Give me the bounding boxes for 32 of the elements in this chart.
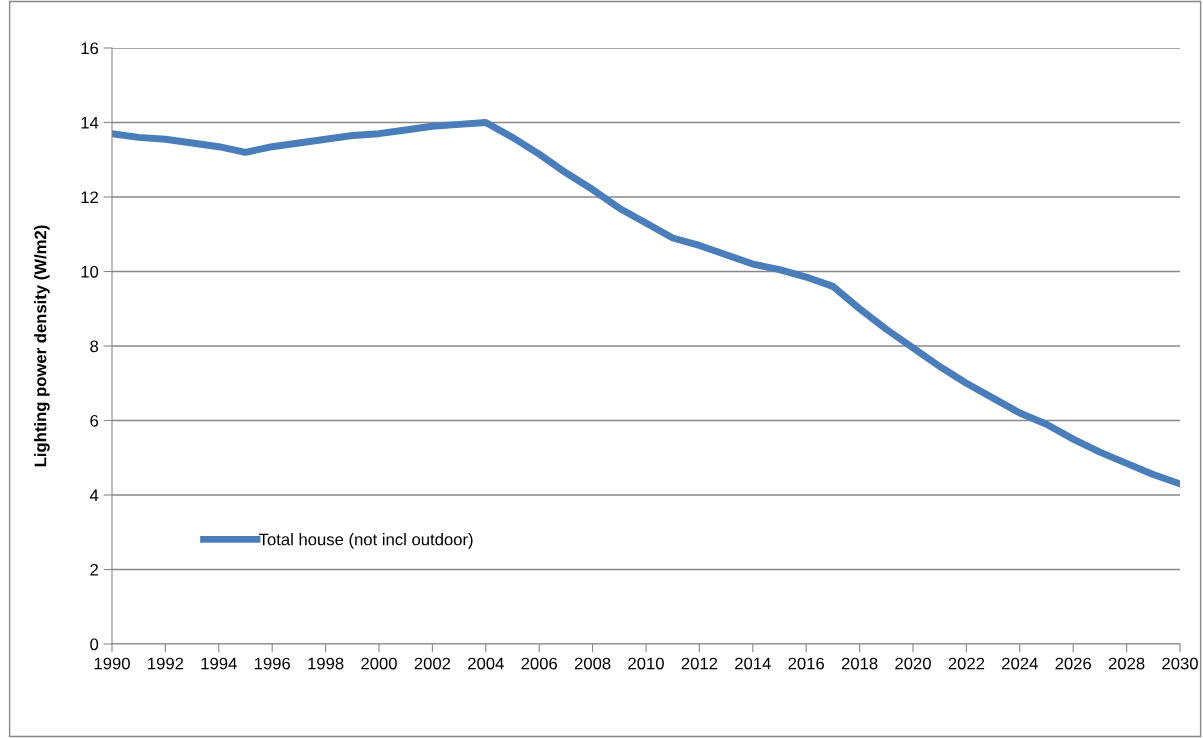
x-tick-label: 2008 xyxy=(574,657,611,670)
y-tick-label: 14 xyxy=(81,117,99,129)
x-tick-label: 1996 xyxy=(254,657,291,670)
x-tick-label: 2020 xyxy=(895,657,931,670)
legend-label: Total house (not incl outdoor) xyxy=(259,533,473,549)
y-tick-label: 4 xyxy=(89,489,99,502)
x-tick-label: 2028 xyxy=(1108,657,1145,670)
x-tick-label: 2024 xyxy=(1002,657,1038,670)
x-tick-label: 2022 xyxy=(948,657,985,670)
y-tick-label: 2 xyxy=(90,563,98,576)
x-tick-label: 1994 xyxy=(201,657,237,670)
y-axis-title: Lighting power density (W/m2) xyxy=(34,225,50,467)
x-tick-label: 2018 xyxy=(841,657,878,670)
x-tick-label: 1992 xyxy=(148,657,184,670)
x-tick-label: 1990 xyxy=(94,657,130,670)
y-tick-label: 10 xyxy=(81,265,99,278)
x-tick-label: 1998 xyxy=(308,657,344,670)
x-tick-label: 2010 xyxy=(628,657,664,670)
y-tick-label: 6 xyxy=(90,414,99,427)
y-tick-label: 0 xyxy=(90,638,99,651)
x-tick-label: 2030 xyxy=(1162,657,1198,670)
x-tick-label: 2006 xyxy=(521,657,558,670)
x-tick-label: 2002 xyxy=(414,657,451,670)
x-tick-label: 2012 xyxy=(681,657,718,670)
x-tick-label: 2016 xyxy=(788,657,825,670)
y-tick-label: 16 xyxy=(81,42,99,55)
y-tick-label: 8 xyxy=(90,340,99,353)
x-tick-label: 2014 xyxy=(735,657,771,670)
x-tick-label: 2004 xyxy=(468,657,504,670)
x-tick-label: 2000 xyxy=(361,657,397,670)
x-tick-label: 2026 xyxy=(1055,657,1092,670)
y-tick-label: 12 xyxy=(81,191,98,204)
